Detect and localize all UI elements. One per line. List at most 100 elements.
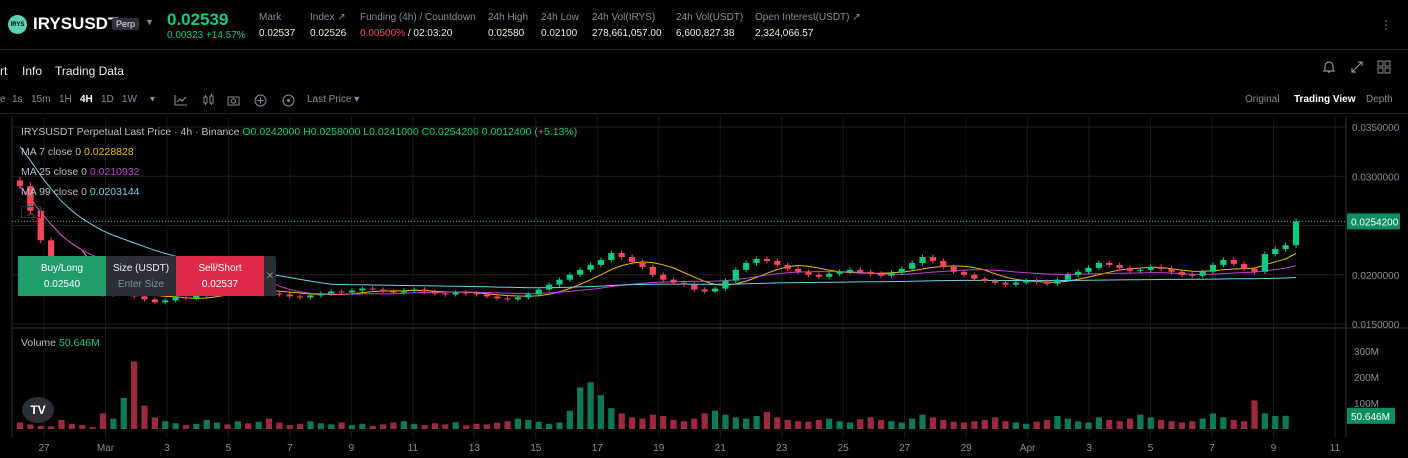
candle-body xyxy=(1282,245,1289,250)
volume-tick-label: 200M xyxy=(1354,373,1379,384)
volume-bar xyxy=(348,425,356,429)
time-tick-label: 25 xyxy=(838,443,850,454)
candle-body xyxy=(276,293,283,295)
volume-bar xyxy=(110,418,117,429)
volume-bar xyxy=(58,419,65,429)
candle-body xyxy=(1012,282,1020,285)
volume-bar xyxy=(442,424,449,429)
candle-body xyxy=(784,264,791,269)
volume-bar xyxy=(255,421,262,429)
tab-trading-data[interactable]: Trading Data xyxy=(55,64,124,78)
volume-bar xyxy=(670,419,677,429)
ma25-label: MA 25 close 0 xyxy=(21,166,87,178)
stat-label: 24h High xyxy=(488,12,529,23)
volume-bar xyxy=(1147,417,1154,429)
volume-bar xyxy=(224,424,231,429)
candle-body xyxy=(307,295,314,298)
chevron-down-icon[interactable]: ▼ xyxy=(145,17,154,27)
bell-icon[interactable] xyxy=(1322,60,1336,74)
volume-bar xyxy=(888,421,895,429)
legend-title: IRYSUSDT Perpetual Last Price · 4h · Bin… xyxy=(21,126,240,138)
view-original[interactable]: Original xyxy=(1245,94,1280,105)
candle-body xyxy=(711,288,719,292)
volume-bar xyxy=(234,421,241,429)
candle-body xyxy=(794,268,802,272)
interval-1d[interactable]: 1D xyxy=(101,94,114,105)
price-chart[interactable]: 0.03500000.03000000.02500000.02000000.01… xyxy=(0,117,1408,458)
tab-chart[interactable]: rt xyxy=(0,64,8,78)
sell-short-button[interactable]: Sell/Short 0.02537 xyxy=(176,256,264,296)
stat-open-interest[interactable]: Open Interest(USDT) ↗ 2,324,066.57 xyxy=(755,12,861,39)
time-tick-label: 3 xyxy=(164,443,170,454)
tradingview-logo-icon[interactable]: TV xyxy=(22,397,54,423)
volume-bar xyxy=(525,419,532,429)
volume-label: Volume xyxy=(21,337,57,349)
camera-icon[interactable] xyxy=(227,94,240,106)
add-indicator-icon[interactable] xyxy=(254,94,267,107)
legend-volume: Volume 50.646M xyxy=(21,337,100,349)
candle-body xyxy=(494,296,501,299)
close-icon[interactable]: ✕ xyxy=(265,270,275,282)
perp-badge: Perp xyxy=(112,18,140,30)
interval-15m[interactable]: 15m xyxy=(31,94,51,105)
tab-info[interactable]: Info xyxy=(22,64,43,78)
volume-bar xyxy=(1199,418,1206,429)
volume-bar xyxy=(182,425,190,429)
interval-time[interactable]: e xyxy=(0,94,6,105)
layout-icon[interactable] xyxy=(1377,60,1391,74)
volume-bar xyxy=(514,418,522,429)
size-input[interactable]: Size (USDT) Enter Size xyxy=(106,256,176,296)
stat-mark: Mark 0.02537 xyxy=(259,12,295,39)
candle-body xyxy=(141,296,148,300)
volume-bar xyxy=(898,422,905,429)
volume-bar xyxy=(597,395,605,429)
volume-bar xyxy=(857,419,864,429)
candlesticks xyxy=(16,176,1300,305)
crosshair-icon[interactable] xyxy=(282,94,295,107)
price-tick-label: 0.0300000 xyxy=(1352,172,1400,183)
candle-body xyxy=(1043,281,1051,284)
volume-bar xyxy=(265,418,273,429)
expand-icon[interactable] xyxy=(1350,60,1364,74)
indicator-icon[interactable] xyxy=(174,94,188,106)
time-tick-label: 9 xyxy=(1271,443,1277,454)
interval-1w[interactable]: 1W xyxy=(122,94,137,105)
chevron-down-icon[interactable]: ▾ xyxy=(150,94,156,105)
volume-bar xyxy=(815,419,822,429)
volume-bar xyxy=(608,408,615,429)
volume-bar xyxy=(566,410,573,429)
volume-bar xyxy=(16,422,24,429)
time-tick-label: 19 xyxy=(653,443,665,454)
price-change: 0.00323 +14.57% xyxy=(167,30,246,41)
candle-body xyxy=(328,291,335,294)
candle-body xyxy=(649,266,656,275)
legend-ma7: MA 7 close 0 0.0228828 xyxy=(21,146,134,158)
price-type-select[interactable]: Last Price ▾ xyxy=(307,94,360,105)
interval-1s[interactable]: 1s xyxy=(12,94,23,105)
view-depth[interactable]: Depth xyxy=(1366,94,1393,105)
more-icon[interactable]: ⋮ xyxy=(1380,18,1392,32)
volume-bar xyxy=(556,422,563,429)
candle-body xyxy=(1054,279,1061,284)
interval-4h[interactable]: 4H xyxy=(80,94,93,105)
candles-icon[interactable] xyxy=(202,94,215,106)
ma7-label: MA 7 close 0 xyxy=(21,146,82,158)
volume-bar xyxy=(711,410,719,429)
volume-bar xyxy=(691,418,698,429)
candle-body xyxy=(660,274,667,280)
candle-body xyxy=(774,260,781,265)
symbol-name[interactable]: IRYSUSDT xyxy=(33,14,119,33)
interval-1h[interactable]: 1H xyxy=(59,94,72,105)
volume-bar xyxy=(276,422,283,429)
stat-index[interactable]: Index ↗ 0.02526 xyxy=(310,12,346,39)
view-trading-view[interactable]: Trading View xyxy=(1294,94,1356,105)
collapse-legend-button[interactable]: ︿ xyxy=(21,206,41,218)
time-tick-label: 23 xyxy=(776,443,788,454)
candle-body xyxy=(1085,267,1092,272)
volume-bar xyxy=(743,418,750,429)
stat-value: 0.02100 xyxy=(541,28,578,39)
candle-body xyxy=(618,253,625,258)
chart-axes: 0.03500000.03000000.02500000.02000000.01… xyxy=(11,117,1408,454)
buy-long-button[interactable]: Buy/Long 0.02540 xyxy=(18,256,106,296)
candle-body xyxy=(348,290,356,293)
